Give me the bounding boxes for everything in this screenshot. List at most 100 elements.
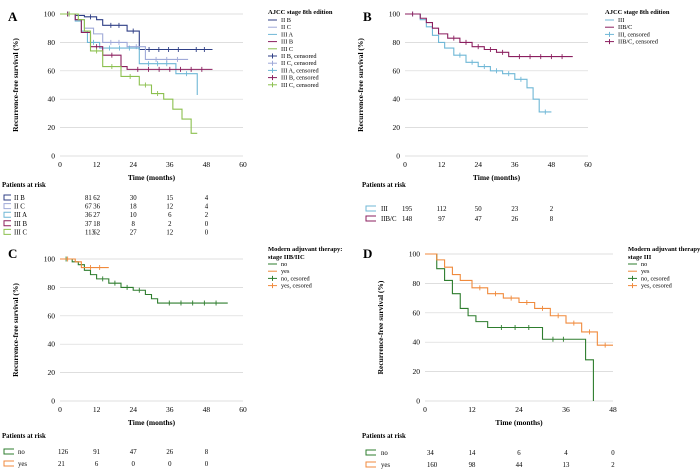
x-tick-label: 48 <box>548 160 556 169</box>
series-line-no <box>425 253 594 401</box>
risk-count: 26 <box>166 449 173 456</box>
legend-title: AJCC stage 8th edition <box>605 9 670 16</box>
risk-count: 97 <box>438 216 445 223</box>
risk-count: 2 <box>205 212 209 219</box>
x-tick-label: 60 <box>239 160 247 169</box>
risk-row-swatch <box>3 228 11 235</box>
legend-entry: IIB/C, censored <box>618 39 659 46</box>
y-tick-label: 80 <box>413 279 421 288</box>
risk-count: 13 <box>563 462 570 469</box>
y-axis-title: Recurrence-free survival (%) <box>376 280 385 374</box>
legend-entry: III C <box>281 46 293 53</box>
x-tick-label: 24 <box>129 160 137 169</box>
y-tick-label: 40 <box>393 95 401 104</box>
risk-count: 27 <box>93 212 100 219</box>
legend-title-line2: stage III <box>628 254 652 261</box>
risk-count: 6 <box>95 461 99 468</box>
y-tick-label: 100 <box>44 255 56 264</box>
legend-entry: III A, censored <box>281 67 319 74</box>
risk-row-label: no <box>381 450 388 457</box>
risk-table-header: Patients at risk <box>362 433 406 440</box>
y-tick-label: 40 <box>48 95 56 104</box>
x-tick-label: 12 <box>438 160 446 169</box>
risk-count: 8 <box>550 216 554 223</box>
x-tick-label: 0 <box>58 405 62 414</box>
risk-row-swatch <box>3 220 11 227</box>
risk-row-label: no <box>18 449 25 456</box>
y-axis-title: Recurrence-free survival (%) <box>356 38 365 132</box>
legend: Modern adjuvant therapy:stage IIB/IICnoy… <box>268 246 342 290</box>
legend-entry: III C, censored <box>281 82 319 89</box>
risk-count: 30 <box>130 195 137 202</box>
series-line-iii-a <box>60 13 198 95</box>
panel-D: D 0 20 40 60 80 100 0 12 24 36 48 Time (months) Recur… <box>363 246 700 427</box>
risk-count: 160 <box>427 462 438 469</box>
risk-count: 6 <box>517 450 521 457</box>
risk-count: 8 <box>205 449 209 456</box>
risk-count: 50 <box>475 206 482 213</box>
risk-count: 34 <box>427 450 434 457</box>
legend-entry: IIB/C <box>618 24 632 31</box>
x-tick-label: 12 <box>468 405 476 414</box>
y-tick-label: 40 <box>413 338 421 347</box>
risk-count: 62 <box>93 229 100 236</box>
y-tick-label: 20 <box>48 123 56 132</box>
legend-entry: II C, censored <box>281 60 317 67</box>
risk-count: 0 <box>205 461 209 468</box>
x-tick-label: 0 <box>58 160 62 169</box>
legend-entry: yes, cesored <box>281 283 313 290</box>
risk-count: 126 <box>58 449 69 456</box>
x-tick-label: 12 <box>93 160 101 169</box>
x-axis-title: Time (months) <box>473 173 521 182</box>
risk-row-label: III B <box>14 221 27 228</box>
risk-count: 67 <box>85 204 92 211</box>
x-tick-label: 36 <box>166 160 174 169</box>
legend-entry: III A <box>281 31 294 38</box>
risk-count: 47 <box>130 449 137 456</box>
y-tick-label: 60 <box>48 66 56 75</box>
x-tick-label: 48 <box>203 405 211 414</box>
y-axis-title: Recurrence-free survival (%) <box>11 283 20 377</box>
legend-title: Modern adjuvant therapy: <box>628 246 700 253</box>
legend-entry: no <box>281 261 287 268</box>
panel-label: B <box>363 9 372 24</box>
risk-row-swatch <box>3 448 14 455</box>
risk-count: 2 <box>550 206 554 213</box>
risk-count: 0 <box>205 221 209 228</box>
risk-table-header: Patients at risk <box>2 433 46 440</box>
x-tick-label: 60 <box>239 405 247 414</box>
series-line-yes <box>60 258 109 269</box>
panel-label: A <box>8 9 18 24</box>
panel-C: C 0 20 40 60 80 100 0 12 24 36 48 60 Time (months) Rec… <box>8 246 342 427</box>
risk-count: 2 <box>611 462 615 469</box>
risk-count: 36 <box>93 204 100 211</box>
panel-label: D <box>363 246 372 261</box>
risk-count: 62 <box>93 195 100 202</box>
risk-row-label: III <box>381 206 389 213</box>
risk-count: 47 <box>475 216 482 223</box>
series-line-iii <box>405 13 552 113</box>
risk-row-swatch <box>365 461 376 468</box>
y-tick-label: 20 <box>413 367 421 376</box>
x-axis-title: Time (months) <box>128 173 176 182</box>
x-axis-title: Time (months) <box>495 418 543 427</box>
risk-row-label: II C <box>14 204 25 211</box>
risk-count: 6 <box>168 212 172 219</box>
risk-count: 10 <box>130 212 137 219</box>
risk-count: 0 <box>131 461 135 468</box>
risk-count: 4 <box>564 450 568 457</box>
risk-count: 12 <box>166 204 173 211</box>
legend-title: AJCC stage 8th edition <box>268 9 333 16</box>
risk-count: 91 <box>93 449 100 456</box>
x-tick-label: 24 <box>515 405 523 414</box>
risk-count: 2 <box>168 221 172 228</box>
y-tick-label: 40 <box>48 340 56 349</box>
risk-row-swatch <box>3 203 11 210</box>
legend-entry: no, cesored <box>641 275 671 282</box>
risk-row-label: III A <box>14 212 27 219</box>
risk-row-swatch <box>365 215 376 222</box>
panel-B: B 0 20 40 60 80 100 0 12 24 36 48 60 Time (months) Rec… <box>356 9 670 182</box>
